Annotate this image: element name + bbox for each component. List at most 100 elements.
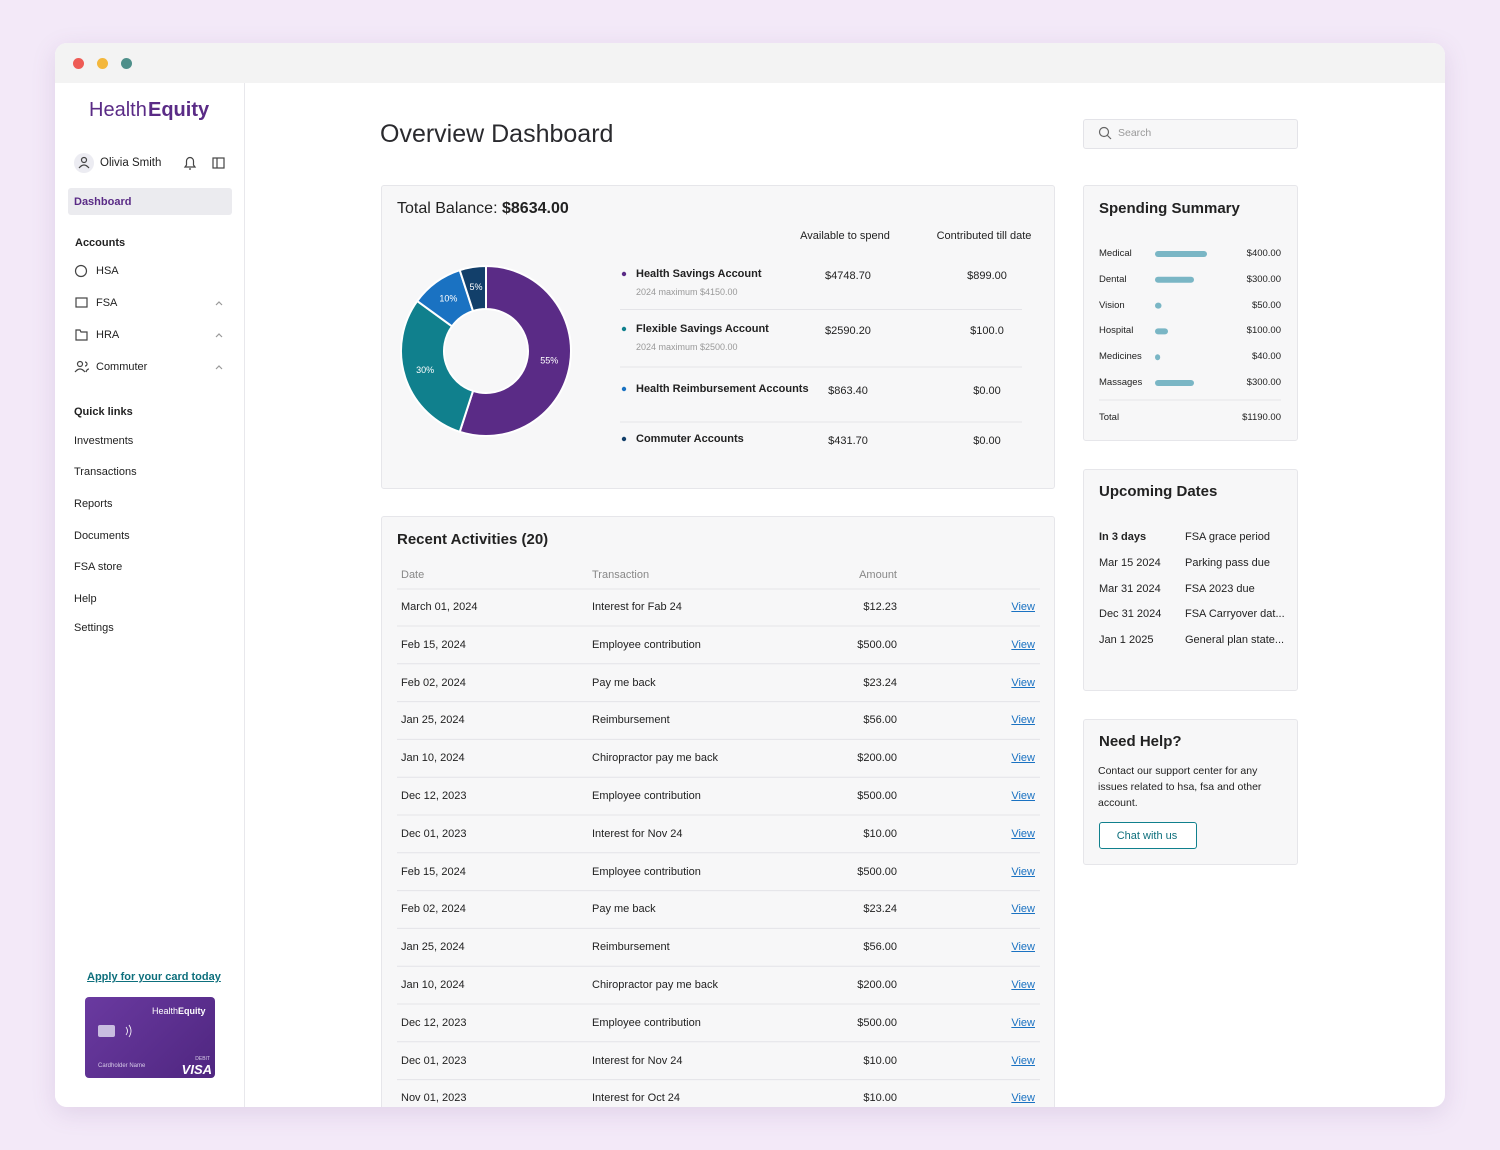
account-bullet	[621, 386, 627, 392]
col-amount: Amount	[859, 569, 897, 581]
activity-view-link[interactable]: View	[1011, 1092, 1035, 1105]
donut-slice	[458, 264, 487, 313]
account-name: Flexible Savings Account	[636, 323, 769, 335]
help-title: Need Help?	[1099, 733, 1182, 750]
card-cta[interactable]: Apply for your card today	[87, 971, 221, 983]
upcoming-title: Upcoming Dates	[1099, 483, 1218, 500]
quick-link[interactable]: Investments	[74, 435, 134, 447]
activity-transaction: Employee contribution	[592, 1016, 701, 1029]
close-dot[interactable]	[73, 58, 84, 69]
spending-category: Dental	[1099, 273, 1127, 285]
activity-date: Jan 25, 2024	[401, 941, 465, 954]
activity-view-link[interactable]: View	[1011, 1016, 1035, 1029]
account-bullet	[621, 326, 627, 332]
search-box[interactable]	[1083, 119, 1298, 149]
balance-label: Total Balance:	[397, 200, 498, 217]
activity-amount: $500.00	[857, 638, 897, 651]
nav-account[interactable]: Commuter	[96, 361, 148, 373]
hra-icon	[75, 329, 88, 341]
maximize-dot[interactable]	[121, 58, 132, 69]
spending-title: Spending Summary	[1099, 200, 1240, 217]
avatar-body	[78, 164, 90, 169]
activity-view-link[interactable]: View	[1011, 827, 1035, 840]
logo-health: Health	[89, 99, 147, 121]
spending-category: Massages	[1099, 377, 1143, 388]
activity-view-link[interactable]: View	[1011, 601, 1035, 613]
title-bar	[55, 43, 1445, 83]
spending-value: $100.00	[1246, 325, 1281, 337]
activity-view-link[interactable]: View	[1011, 676, 1035, 689]
quick-link[interactable]: Reports	[74, 498, 113, 510]
activity-amount: $500.00	[857, 790, 897, 802]
account-available: $431.70	[828, 435, 868, 447]
upcoming-date: Mar 31 2024	[1099, 582, 1161, 595]
balance-card	[381, 185, 1055, 489]
donut-label: 10%	[439, 294, 457, 304]
activity-view-link[interactable]: View	[1011, 903, 1035, 916]
card-chip	[98, 1025, 115, 1037]
activity-transaction: Reimbursement	[592, 714, 670, 727]
donut-label: 30%	[416, 365, 434, 375]
account-bullet	[621, 436, 627, 442]
browser-window: 55% 30% 10% 5% Health Equity Olivia Smith Dash…	[55, 43, 1445, 1107]
nav-dashboard[interactable]: Dashboard	[74, 196, 132, 208]
upcoming-event: Parking pass due	[1185, 556, 1270, 569]
chat-button-label[interactable]: Chat with us	[1116, 830, 1178, 842]
quick-link[interactable]: Documents	[74, 530, 130, 542]
donut-label: 55%	[540, 355, 558, 365]
activity-transaction: Interest for Fab 24	[592, 601, 682, 613]
activity-date: March 01, 2024	[401, 601, 478, 613]
activity-view-link[interactable]: View	[1011, 714, 1035, 727]
nav-account[interactable]: HRA	[96, 329, 120, 341]
activity-view-link[interactable]: View	[1011, 1054, 1035, 1067]
activity-amount: $56.00	[863, 714, 897, 727]
spending-category: Medical	[1099, 248, 1132, 259]
spending-value: $400.00	[1246, 248, 1281, 259]
activity-view-link[interactable]: View	[1011, 752, 1035, 765]
quick-link[interactable]: Settings	[74, 622, 114, 634]
user-name[interactable]: Olivia Smith	[100, 157, 162, 169]
activity-view-link[interactable]: View	[1011, 865, 1035, 878]
charts: 55% 30% 10% 5%	[397, 251, 1281, 1081]
activity-view-link[interactable]: View	[1011, 979, 1035, 991]
spending-category: Medicines	[1099, 351, 1142, 363]
search-placeholder: Search	[1118, 127, 1152, 139]
activity-date: Jan 10, 2024	[401, 979, 465, 991]
activity-amount: $500.00	[857, 865, 897, 878]
activity-view-link[interactable]: View	[1011, 638, 1035, 651]
account-available: $4748.70	[825, 270, 871, 282]
debit-card[interactable]	[85, 997, 215, 1078]
chevrons[interactable]	[215, 301, 223, 370]
spending-bar	[1155, 380, 1194, 386]
activity-amount: $10.00	[863, 827, 897, 840]
activity-date: Feb 02, 2024	[401, 676, 466, 689]
nav-account[interactable]: FSA	[96, 297, 118, 309]
activity-amount: $23.24	[863, 676, 897, 689]
chat-button[interactable]	[1099, 822, 1197, 849]
upcoming-event: FSA 2023 due	[1185, 582, 1255, 595]
panel-icon[interactable]	[212, 157, 225, 169]
quick-link[interactable]: FSA store	[74, 561, 123, 573]
bell-icon[interactable]	[183, 156, 197, 170]
activity-date: Dec 12, 2023	[401, 1016, 467, 1029]
upcoming-card	[1083, 469, 1298, 691]
account-bullet	[621, 271, 627, 277]
minimize-dot[interactable]	[97, 58, 108, 69]
quick-link[interactable]: Transactions	[74, 466, 137, 478]
quick-link[interactable]: Help	[74, 593, 97, 605]
activity-view-link[interactable]: View	[1011, 941, 1035, 954]
avatar-head	[80, 156, 88, 164]
activity-transaction: Employee contribution	[592, 790, 701, 802]
contactless-icon	[125, 1024, 132, 1038]
account-name: Health Reimbursement Accounts	[636, 383, 809, 395]
activity-amount: $10.00	[863, 1054, 897, 1067]
card-holder: Cardholder Name	[98, 1063, 146, 1069]
account-name: Health Savings Account	[636, 268, 762, 280]
logo-equity: Equity	[148, 99, 210, 121]
activity-transaction: Pay me back	[592, 676, 656, 689]
spending-value: $300.00	[1246, 377, 1281, 388]
activity-view-link[interactable]: View	[1011, 790, 1035, 802]
upcoming-date: Jan 1 2025	[1099, 634, 1154, 647]
nav-account[interactable]: HSA	[96, 265, 119, 277]
account-name: Commuter Accounts	[636, 433, 744, 445]
